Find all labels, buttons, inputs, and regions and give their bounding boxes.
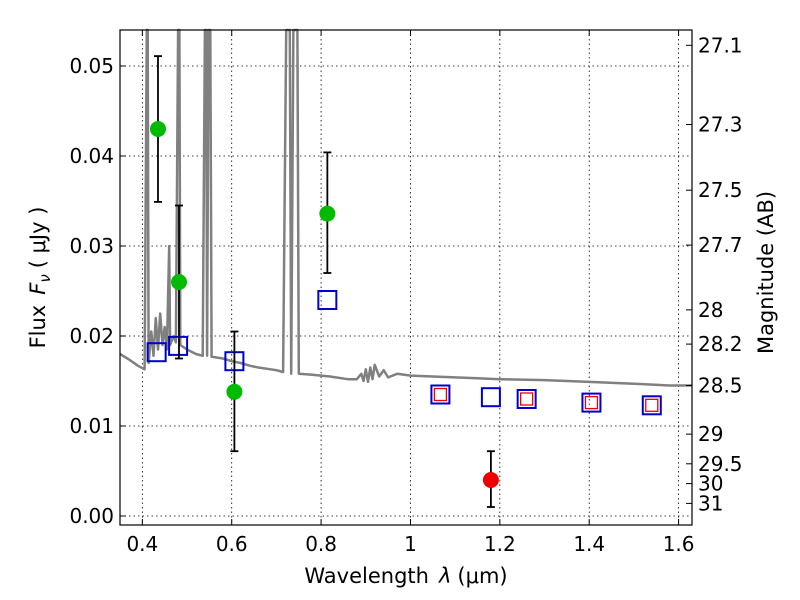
- x-tick-label: 0.4: [126, 532, 158, 556]
- model-spectrum: [119, 28, 692, 387]
- mag-tick-label: 28.5: [698, 374, 743, 398]
- model-photometry-inner-square: [584, 395, 599, 410]
- mag-tick-label: 28.2: [698, 332, 743, 356]
- model-photometry-square: [480, 387, 501, 408]
- x-tick-label: 1.6: [663, 532, 695, 556]
- mag-tick-label: 27.3: [698, 113, 743, 137]
- observed-point: [226, 383, 243, 400]
- model-photometry-square: [146, 342, 167, 363]
- observed-point: [170, 274, 187, 290]
- model-photometry-square: [317, 290, 338, 310]
- x-tick-label: 0.6: [216, 532, 248, 556]
- model-photometry-inner-square: [433, 387, 448, 402]
- mag-tick-label: 27.5: [698, 178, 743, 202]
- mag-tick-label: 31: [698, 491, 723, 515]
- y-tick-label: 0.04: [69, 144, 114, 168]
- y-axis-label: FluxFν( μJy ): [26, 207, 54, 349]
- axis-ticks: 0.4 0.6 0.8 1 1.2 1.4 1.6 0.00 0.01 0.02 0.03 0.04 0…: [69, 30, 743, 556]
- x-axis-label: Wavelength λ (μm): [304, 564, 507, 588]
- model-photometry-square: [641, 395, 662, 416]
- plot-frame: [119, 29, 693, 526]
- mag-tick-label: 30: [698, 472, 723, 496]
- model-photometry-inner-square: [520, 392, 534, 406]
- x-tick-label: 1.4: [573, 532, 605, 556]
- y-tick-label: 0.01: [69, 414, 114, 438]
- observed-point: [319, 205, 336, 222]
- model-photometry-square: [581, 392, 602, 413]
- x-tick-label: 1.2: [484, 532, 516, 556]
- y-tick-label: 0.02: [69, 324, 114, 348]
- y-tick-label: 0.00: [69, 504, 114, 528]
- y2-axis-label: Magnitude (AB): [754, 191, 778, 354]
- y-tick-label: 0.03: [69, 234, 114, 258]
- grid: [120, 30, 692, 525]
- model-photometry-square: [430, 384, 451, 405]
- x-tick-label: 0.8: [305, 532, 337, 556]
- observed-limit-point: [482, 472, 499, 488]
- mag-tick-label: 27.7: [698, 233, 743, 257]
- model-photometry-inner-square: [645, 398, 659, 412]
- x-tick-label: 1: [404, 532, 417, 556]
- data-points: [146, 55, 662, 508]
- mag-tick-label: 28: [698, 298, 723, 322]
- model-spectrum-line: [119, 28, 692, 387]
- mag-tick-label: 29: [698, 422, 723, 446]
- mag-tick-label: 29.5: [698, 452, 743, 476]
- y-tick-label: 0.05: [69, 54, 114, 78]
- observed-point: [149, 121, 166, 137]
- mag-tick-label: 27.1: [698, 33, 743, 57]
- model-photometry-square: [516, 389, 537, 409]
